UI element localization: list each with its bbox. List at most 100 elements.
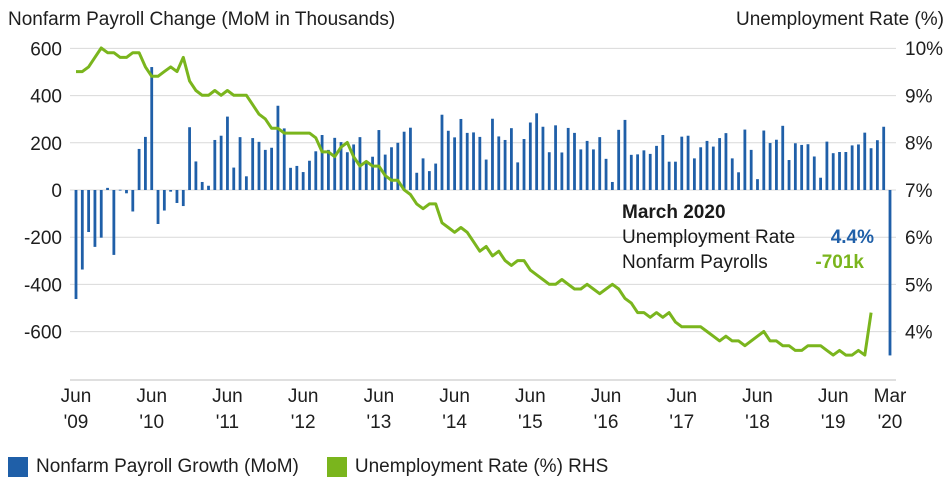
payroll-bar: [838, 152, 841, 190]
payroll-bar: [509, 128, 513, 190]
x-tick-month: Jun: [515, 386, 546, 407]
payroll-bar: [320, 135, 324, 190]
left-tick-label: -200: [24, 228, 62, 249]
left-tick-label: -400: [24, 275, 62, 296]
x-tick-year: '14: [442, 412, 467, 433]
unemployment-line: [76, 46, 873, 357]
payroll-bar: [655, 145, 658, 190]
payroll-bar: [295, 165, 299, 190]
payroll-bar: [812, 156, 816, 190]
x-tick-month: Jun: [439, 386, 470, 407]
payroll-bar: [244, 176, 248, 190]
payroll-bar: [162, 190, 166, 211]
x-tick-year: '13: [367, 412, 392, 433]
annotation-payroll-value: -701k: [815, 252, 864, 273]
payroll-bar: [699, 147, 703, 190]
x-tick-month: Jun: [288, 386, 319, 407]
payroll-bar: [604, 158, 608, 190]
payroll-bar: [573, 132, 576, 190]
right-tick-label: 9%: [905, 86, 933, 107]
payroll-bar: [106, 187, 109, 190]
payroll-bar: [642, 150, 646, 190]
payroll-bar: [730, 158, 734, 190]
payroll-bar: [181, 190, 185, 207]
legend-label-unemployment: Unemployment Rate (%) RHS: [354, 456, 609, 477]
payroll-bar: [207, 185, 210, 190]
x-tick-year: '11: [216, 412, 239, 433]
legend-item-payroll: Nonfarm Payroll Growth (MoM): [8, 456, 299, 478]
payroll-bar: [396, 142, 400, 190]
payroll-bar: [585, 140, 589, 190]
left-tick-label: 200: [30, 134, 62, 155]
payroll-bar: [787, 160, 791, 190]
annotation-rate-value: 4.4%: [831, 227, 874, 248]
payroll-bar: [875, 140, 879, 190]
payroll-bar: [314, 151, 318, 190]
payroll-bar: [579, 149, 583, 190]
payroll-bar: [535, 113, 539, 190]
annotation-title: March 2020: [622, 202, 726, 223]
payroll-bar: [150, 67, 154, 190]
payroll-bar: [503, 139, 507, 190]
payroll-bar: [333, 137, 337, 190]
payroll-bar: [156, 190, 160, 224]
payroll-bar: [282, 128, 286, 190]
left-tick-label: 600: [30, 39, 62, 60]
payroll-bar: [718, 138, 722, 190]
payroll-bar: [724, 133, 728, 190]
payroll-bar: [345, 152, 349, 190]
x-tick-month: Jun: [364, 386, 395, 407]
right-tick-label: 7%: [905, 181, 933, 202]
payroll-bar: [327, 149, 330, 190]
payroll-bar: [711, 146, 715, 190]
payroll-bar: [541, 126, 545, 190]
x-tick-year: '16: [594, 412, 619, 433]
unemployment-rate-line: [76, 46, 873, 357]
payroll-bar: [415, 172, 419, 190]
payroll-bar: [219, 135, 223, 190]
x-tick-month: Jun: [742, 386, 773, 407]
payroll-bar: [749, 149, 753, 190]
payroll-bar: [491, 118, 494, 190]
x-tick-year: '17: [669, 412, 694, 433]
payroll-bar: [308, 160, 311, 190]
payroll-bar: [80, 190, 84, 270]
payroll-bar: [844, 152, 848, 190]
payroll-bar: [200, 181, 204, 190]
payroll-bar: [112, 190, 116, 255]
payroll-bar: [825, 141, 829, 190]
payroll-bar: [819, 177, 822, 190]
payroll-bar: [446, 130, 450, 190]
gridlines: [70, 47, 896, 333]
payroll-bar: [434, 163, 438, 190]
payroll-bar: [194, 161, 198, 190]
payroll-bar: [674, 161, 677, 190]
payroll-bar: [472, 132, 475, 190]
payroll-bar: [806, 144, 810, 190]
payroll-bar: [390, 147, 393, 190]
x-tick-month: Jun: [212, 386, 243, 407]
payroll-bar: [289, 167, 292, 190]
legend-swatch-payroll: [8, 457, 28, 477]
right-tick-label: 10%: [905, 39, 943, 60]
right-tick-label: 6%: [905, 228, 933, 249]
payroll-bar: [453, 137, 457, 190]
payroll-bar: [93, 190, 97, 247]
x-tick-year: '19: [821, 412, 846, 433]
payroll-bar: [762, 130, 766, 190]
payroll-bar: [276, 105, 280, 190]
payroll-bar: [756, 179, 759, 190]
x-tick-month: Jun: [61, 386, 92, 407]
payroll-bar: [592, 149, 595, 190]
payroll-bar: [516, 162, 520, 190]
payroll-bar: [497, 136, 501, 190]
legend-label-payroll: Nonfarm Payroll Growth (MoM): [36, 456, 299, 477]
payroll-bar: [522, 139, 526, 190]
payroll-bar: [257, 141, 261, 190]
left-axis-title: Nonfarm Payroll Change (MoM in Thousands…: [8, 9, 395, 30]
payroll-bar: [352, 144, 356, 190]
payroll-bar: [339, 142, 343, 190]
payroll-bar: [648, 153, 652, 190]
payroll-bar: [692, 158, 696, 190]
